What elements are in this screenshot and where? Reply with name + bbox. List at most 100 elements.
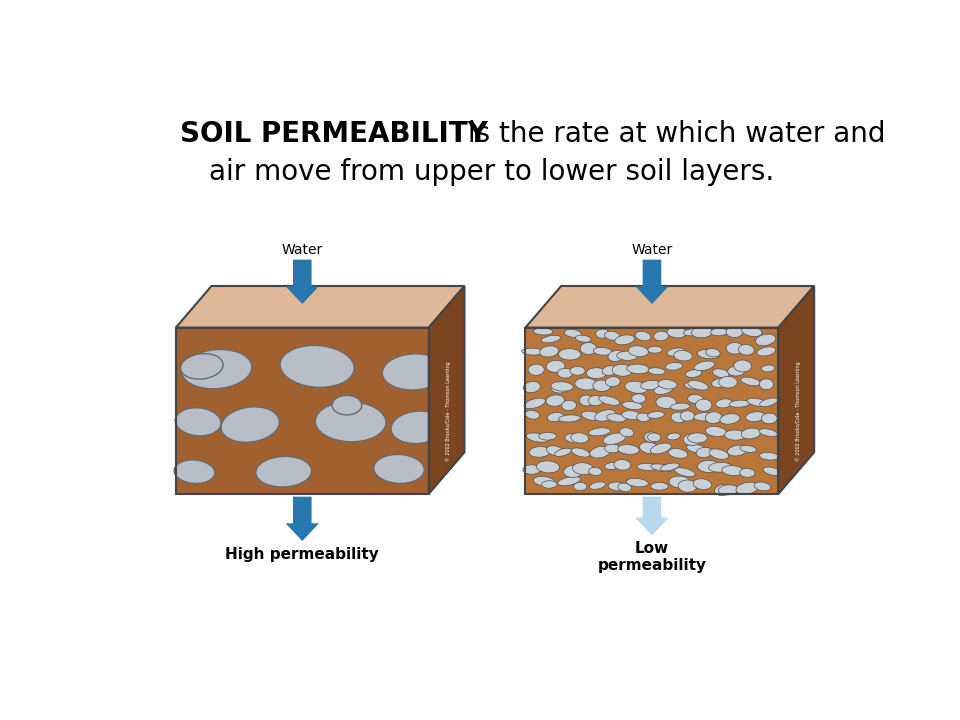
Ellipse shape: [654, 384, 673, 395]
Ellipse shape: [710, 328, 728, 336]
Ellipse shape: [718, 485, 738, 495]
Ellipse shape: [763, 467, 780, 475]
Ellipse shape: [539, 433, 557, 440]
Ellipse shape: [654, 331, 668, 341]
Ellipse shape: [688, 380, 708, 390]
Polygon shape: [429, 286, 465, 494]
Ellipse shape: [678, 480, 697, 492]
Ellipse shape: [675, 468, 695, 477]
Ellipse shape: [559, 348, 581, 360]
Ellipse shape: [685, 369, 702, 377]
Ellipse shape: [695, 399, 712, 411]
Ellipse shape: [526, 433, 549, 442]
Ellipse shape: [694, 413, 716, 421]
Ellipse shape: [761, 365, 775, 372]
Ellipse shape: [588, 428, 611, 436]
Polygon shape: [525, 328, 779, 494]
Ellipse shape: [575, 378, 597, 390]
Ellipse shape: [647, 412, 664, 418]
FancyArrow shape: [636, 497, 669, 536]
Ellipse shape: [622, 410, 641, 420]
Ellipse shape: [534, 328, 553, 335]
Ellipse shape: [593, 380, 611, 392]
Ellipse shape: [546, 395, 564, 406]
Ellipse shape: [651, 482, 668, 490]
Ellipse shape: [733, 360, 752, 372]
Ellipse shape: [628, 346, 648, 356]
Ellipse shape: [546, 360, 564, 372]
Ellipse shape: [691, 327, 712, 338]
Ellipse shape: [644, 432, 660, 443]
Ellipse shape: [756, 334, 776, 346]
Ellipse shape: [686, 444, 708, 453]
Ellipse shape: [537, 461, 560, 473]
Ellipse shape: [708, 462, 732, 472]
Ellipse shape: [580, 395, 593, 406]
Ellipse shape: [742, 326, 762, 336]
Ellipse shape: [551, 384, 567, 393]
Ellipse shape: [759, 452, 779, 460]
Ellipse shape: [712, 369, 729, 378]
Ellipse shape: [694, 361, 714, 371]
Ellipse shape: [595, 329, 610, 338]
Ellipse shape: [755, 482, 771, 491]
Ellipse shape: [617, 445, 639, 454]
Ellipse shape: [564, 433, 585, 443]
Ellipse shape: [636, 463, 659, 470]
Ellipse shape: [719, 377, 737, 388]
Ellipse shape: [280, 346, 354, 387]
Ellipse shape: [759, 379, 774, 390]
Ellipse shape: [698, 460, 720, 472]
Ellipse shape: [746, 412, 765, 422]
Ellipse shape: [730, 400, 750, 408]
Ellipse shape: [573, 482, 587, 490]
Ellipse shape: [761, 413, 778, 424]
Ellipse shape: [684, 382, 705, 390]
Ellipse shape: [587, 368, 607, 379]
Text: Water: Water: [281, 243, 323, 257]
Ellipse shape: [555, 448, 571, 456]
Ellipse shape: [660, 463, 680, 471]
Ellipse shape: [523, 465, 540, 474]
Ellipse shape: [541, 336, 561, 343]
Ellipse shape: [540, 346, 559, 357]
Ellipse shape: [656, 396, 676, 408]
Ellipse shape: [741, 428, 760, 439]
Ellipse shape: [636, 331, 651, 341]
FancyArrow shape: [636, 260, 669, 304]
Ellipse shape: [534, 477, 556, 487]
Ellipse shape: [632, 394, 646, 403]
Ellipse shape: [605, 331, 620, 340]
Polygon shape: [176, 286, 465, 328]
Ellipse shape: [558, 369, 573, 378]
Ellipse shape: [599, 396, 620, 405]
Ellipse shape: [684, 433, 702, 446]
Ellipse shape: [541, 481, 557, 488]
Ellipse shape: [529, 446, 550, 457]
Ellipse shape: [609, 482, 627, 491]
Ellipse shape: [669, 476, 690, 488]
Text: air move from upper to lower soil layers.: air move from upper to lower soil layers…: [209, 158, 775, 186]
Ellipse shape: [650, 443, 671, 454]
Ellipse shape: [728, 445, 748, 456]
Ellipse shape: [181, 349, 252, 389]
Ellipse shape: [639, 442, 660, 454]
Ellipse shape: [720, 414, 740, 424]
Text: © 2002 Brooks/Cole - Thomson Learning: © 2002 Brooks/Cole - Thomson Learning: [445, 361, 451, 461]
Ellipse shape: [648, 368, 665, 374]
Ellipse shape: [697, 349, 720, 359]
Ellipse shape: [572, 463, 593, 474]
Ellipse shape: [759, 428, 778, 436]
Ellipse shape: [521, 348, 543, 355]
Ellipse shape: [636, 413, 650, 422]
Ellipse shape: [525, 410, 540, 419]
Ellipse shape: [603, 433, 626, 444]
Ellipse shape: [715, 399, 732, 408]
Ellipse shape: [616, 351, 638, 360]
Polygon shape: [525, 286, 814, 328]
FancyArrow shape: [285, 497, 319, 541]
Polygon shape: [779, 286, 814, 494]
Ellipse shape: [625, 381, 648, 393]
Ellipse shape: [693, 479, 711, 490]
Ellipse shape: [658, 379, 677, 389]
